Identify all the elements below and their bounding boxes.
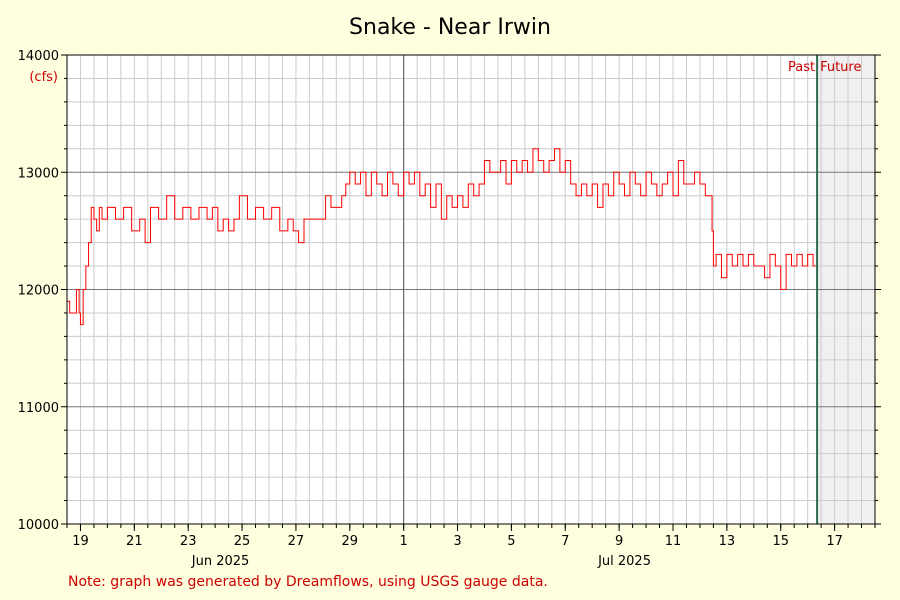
x-tick-label: 25 [234,534,251,549]
x-tick-label: 13 [719,534,736,549]
x-tick-label: 3 [453,534,461,549]
flow-series-line [67,148,816,326]
x-tick-label: 23 [180,534,197,549]
footer-note: Note: graph was generated by Dreamflows,… [68,574,548,590]
x-tick-label: 15 [772,534,789,549]
x-tick-label: 27 [288,534,305,549]
x-tick-label: 7 [561,534,569,549]
chart-title: Snake - Near Irwin [349,15,551,40]
x-tick-label: 21 [126,534,143,549]
tick-marks [61,54,881,531]
y-axis-unit: (cfs) [29,70,58,85]
x-tick-label: 19 [72,534,89,549]
x-tick-label: 1 [400,534,408,549]
x-tick-label: 5 [507,534,515,549]
future-label: Future [820,60,861,75]
month-label: Jul 2025 [597,554,651,569]
x-tick-label: 9 [615,534,623,549]
y-tick-label: 13000 [18,166,59,181]
grid [66,54,876,525]
y-tick-label: 14000 [18,49,59,64]
x-tick-label: 11 [665,534,682,549]
past-label: Past [788,60,815,75]
x-tick-label: 17 [826,534,843,549]
month-label: Jun 2025 [191,554,250,569]
y-tick-label: 11000 [18,401,59,416]
y-tick-label: 10000 [18,518,59,533]
x-tick-label: 29 [342,534,359,549]
y-tick-label: 12000 [18,284,59,299]
axis-labels: 19 21 23 25 27 29 1 3 5 7 9 11 13 15 17100001100012000… [18,49,843,569]
